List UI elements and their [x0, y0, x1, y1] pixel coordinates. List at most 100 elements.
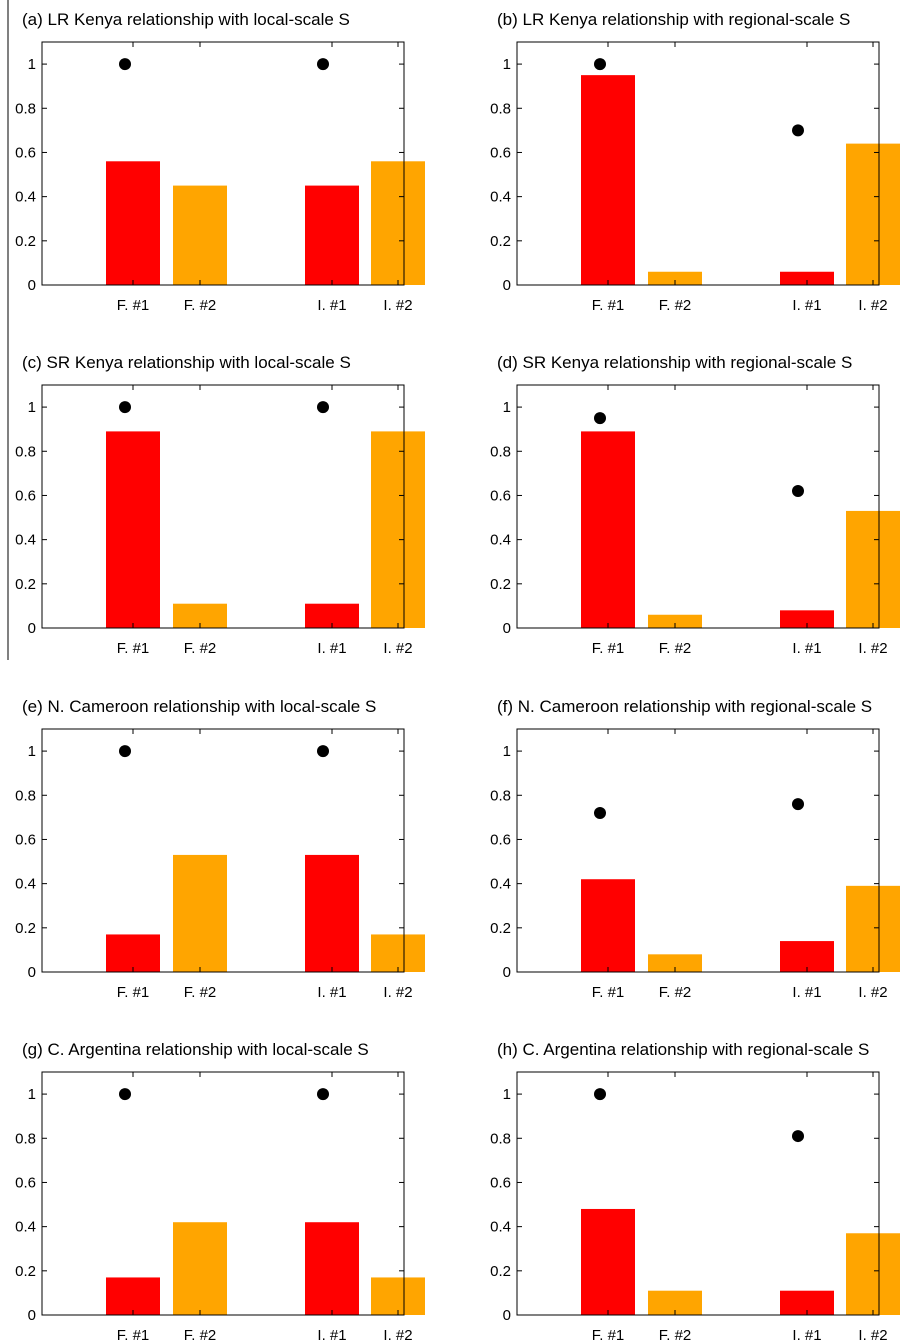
plot-frame [41, 728, 405, 973]
y-tick-label: 0.2 [490, 576, 511, 593]
x-category-label: I. #1 [317, 640, 346, 657]
x-category-label: F. #2 [659, 640, 692, 657]
y-tick-label: 0 [503, 277, 511, 294]
chart-title: (e) N. Cameroon relationship with local-… [22, 697, 376, 716]
y-tick-label: 0.4 [490, 876, 511, 893]
plot-frame [516, 1071, 880, 1316]
chart-title: (g) C. Argentina relationship with local… [22, 1040, 369, 1059]
y-tick-label: 0.8 [15, 100, 36, 117]
y-tick-label: 1 [503, 399, 511, 416]
data-point-dot [792, 798, 804, 811]
bar-f-1 [581, 1208, 635, 1315]
x-category-label: F. #1 [592, 1327, 625, 1344]
x-category-label: I. #2 [383, 1327, 412, 1344]
y-tick-label: 0.2 [490, 920, 511, 937]
y-tick-label: 0.6 [490, 487, 511, 504]
y-tick-label: 0.4 [15, 532, 36, 549]
x-category-label: I. #1 [317, 984, 346, 1001]
chart-title: (h) C. Argentina relationship with regio… [497, 1040, 869, 1059]
bar-f-2 [173, 185, 227, 285]
y-tick-label: 0.6 [15, 831, 36, 848]
chart-panel-h: (h) C. Argentina relationship with regio… [490, 1040, 900, 1344]
bar-f-1 [581, 75, 635, 286]
x-category-label: F. #2 [184, 640, 217, 657]
y-tick-label: 1 [28, 56, 36, 73]
chart-title: (a) LR Kenya relationship with local-sca… [22, 10, 350, 29]
chart-title: (f) N. Cameroon relationship with region… [497, 697, 872, 716]
chart-panel-g: (g) C. Argentina relationship with local… [15, 1040, 425, 1344]
y-tick-label: 0.6 [15, 487, 36, 504]
x-category-label: F. #2 [659, 297, 692, 314]
y-tick-label: 0.6 [15, 1174, 36, 1191]
x-category-label: F. #1 [592, 984, 625, 1001]
bar-i-1 [780, 610, 834, 628]
data-point-dot [119, 401, 131, 414]
bar-f-2 [173, 854, 227, 972]
x-category-label: I. #1 [317, 297, 346, 314]
plot-frame [41, 384, 405, 629]
bar-f-2 [648, 271, 702, 285]
data-point-dot [594, 58, 606, 71]
data-point-dot [594, 1088, 606, 1101]
y-tick-label: 1 [503, 56, 511, 73]
y-tick-label: 0.4 [15, 1219, 36, 1236]
bar-i-1 [305, 1222, 359, 1315]
x-category-label: F. #1 [117, 640, 150, 657]
chart-title: (b) LR Kenya relationship with regional-… [497, 10, 850, 29]
x-category-label: F. #1 [592, 297, 625, 314]
y-tick-label: 0.4 [490, 532, 511, 549]
x-category-label: I. #1 [792, 297, 821, 314]
data-point-dot [317, 1088, 329, 1101]
plot-frame [516, 728, 880, 973]
chart-panel-d: (d) SR Kenya relationship with regional-… [490, 353, 900, 657]
y-tick-label: 0.6 [15, 144, 36, 161]
chart-panel-f: (f) N. Cameroon relationship with region… [490, 697, 900, 1001]
data-point-dot [594, 806, 606, 819]
y-tick-label: 1 [28, 743, 36, 760]
y-tick-label: 0 [28, 277, 36, 294]
x-category-label: I. #2 [383, 640, 412, 657]
y-tick-label: 0.2 [490, 1263, 511, 1280]
data-point-dot [792, 485, 804, 498]
y-tick-label: 0.4 [15, 876, 36, 893]
bar-i-1 [780, 941, 834, 972]
y-tick-label: 0.8 [15, 443, 36, 460]
x-category-label: I. #1 [792, 1327, 821, 1344]
y-tick-label: 0.4 [15, 189, 36, 206]
x-category-label: F. #2 [184, 984, 217, 1001]
chart-title: (d) SR Kenya relationship with regional-… [497, 353, 852, 372]
y-tick-label: 0.8 [15, 787, 36, 804]
y-tick-label: 1 [28, 399, 36, 416]
y-tick-label: 0.8 [490, 1130, 511, 1147]
bar-i-1 [305, 854, 359, 972]
x-category-label: I. #2 [858, 640, 887, 657]
y-tick-label: 0.6 [490, 144, 511, 161]
bar-f-1 [106, 431, 160, 628]
y-tick-label: 0.2 [15, 1263, 36, 1280]
y-tick-label: 0.2 [15, 576, 36, 593]
data-point-dot [119, 745, 131, 758]
data-point-dot [119, 58, 131, 71]
plot-frame [41, 1071, 405, 1316]
y-tick-label: 1 [503, 1086, 511, 1103]
bar-i-2 [846, 885, 900, 972]
plot-frame [516, 384, 880, 629]
y-tick-label: 1 [28, 1086, 36, 1103]
bar-f-2 [648, 614, 702, 628]
plot-frame [516, 41, 880, 286]
x-category-label: F. #2 [184, 297, 217, 314]
bar-f-1 [581, 431, 635, 628]
x-category-label: F. #2 [659, 984, 692, 1001]
x-category-label: F. #2 [659, 1327, 692, 1344]
y-tick-label: 0 [28, 1307, 36, 1324]
x-category-label: F. #1 [117, 984, 150, 1001]
y-tick-label: 0 [503, 620, 511, 637]
y-tick-label: 0.4 [490, 1219, 511, 1236]
y-tick-label: 0.6 [490, 1174, 511, 1191]
data-point-dot [792, 124, 804, 137]
x-category-label: F. #2 [184, 1327, 217, 1344]
x-category-label: I. #1 [792, 640, 821, 657]
x-category-label: F. #1 [117, 1327, 150, 1344]
data-point-dot [317, 58, 329, 71]
